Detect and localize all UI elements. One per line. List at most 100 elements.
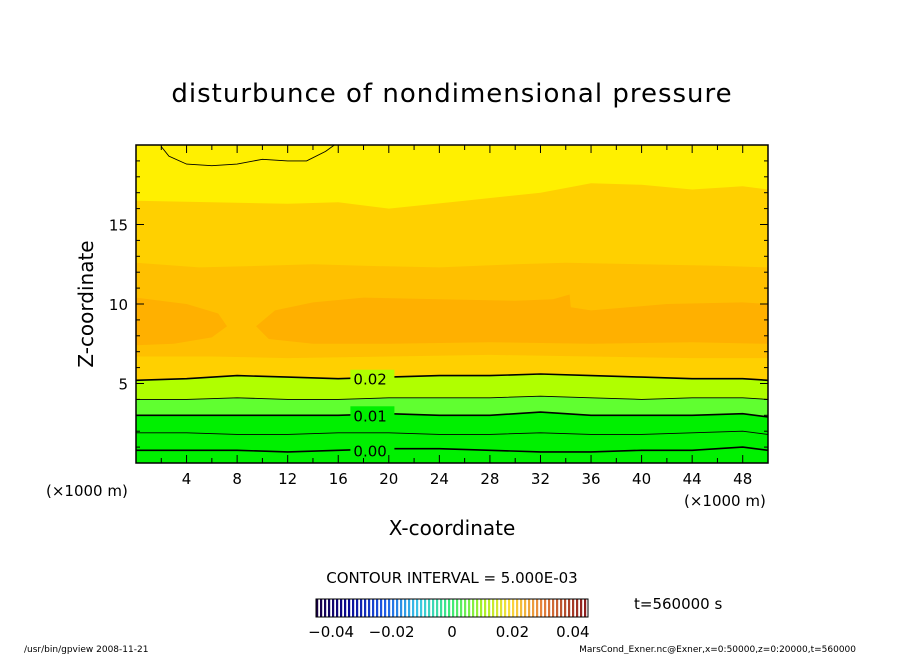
colorbar-segment <box>536 599 539 617</box>
colorbar-frame <box>315 598 589 618</box>
y-unit-label: (×1000 m) <box>684 492 766 510</box>
contour-interval-text: CONTOUR INTERVAL = 5.000E-03 <box>326 569 577 587</box>
colorbar-segment <box>436 599 439 617</box>
colorbar-segment <box>380 599 383 617</box>
colorbar-tick-label: 0.04 <box>556 623 589 641</box>
colorbar-segment <box>392 599 395 617</box>
colorbar-segment <box>456 599 459 617</box>
contour-label-layer: 0.02 0.01 0.00 <box>350 369 395 460</box>
colorbar-segment <box>472 599 475 617</box>
x-tick-label: 8 <box>232 470 242 488</box>
colorbar-segment <box>324 599 327 617</box>
colorbar-segment <box>432 599 435 617</box>
x-tick-label: 12 <box>278 470 297 488</box>
colorbar-segment <box>412 599 415 617</box>
colorbar-segment <box>452 599 455 617</box>
contour-line <box>136 373 768 382</box>
colorbar-segment <box>372 599 375 617</box>
colorbar-segment <box>320 599 323 617</box>
colorbar-segment <box>444 599 447 617</box>
colorbar-segment <box>568 599 571 617</box>
colorbar-segment <box>396 599 399 617</box>
colorbar-segment <box>448 599 451 617</box>
colorbar-segment <box>316 599 319 617</box>
colorbar-tick-label: 0 <box>447 623 457 641</box>
colorbar-segment <box>400 599 403 617</box>
colorbar-segment <box>468 599 471 617</box>
band-green <box>136 412 768 463</box>
colorbar-segment <box>584 599 587 617</box>
colorbar-segment <box>560 599 563 617</box>
time-label: t=560000 s <box>634 595 722 613</box>
colorbar-segment <box>556 599 559 617</box>
colorbar-segment <box>496 599 499 617</box>
colorbar-segment <box>364 599 367 617</box>
colorbar-segment <box>340 599 343 617</box>
y-tick-label: 10 <box>109 296 128 314</box>
colorbar-segment <box>348 599 351 617</box>
contour-label-bg <box>350 441 395 460</box>
colorbar-segment <box>564 599 567 617</box>
colorbar-segment <box>476 599 479 617</box>
colorbar-segment <box>504 599 507 617</box>
colorbar-segment <box>512 599 515 617</box>
colorbar-segment <box>540 599 543 617</box>
band-deep-orange-right <box>256 294 768 344</box>
colorbar-tick-label: −0.04 <box>308 623 354 641</box>
colorbar-segment <box>464 599 467 617</box>
chart-title: disturbunce of nondimensional pressure <box>171 79 732 109</box>
x-tick-label: 4 <box>182 470 192 488</box>
contour-line <box>136 446 768 453</box>
x-tick-label: 48 <box>733 470 752 488</box>
colorbar-segment <box>508 599 511 617</box>
contour-label: 0.00 <box>353 442 386 460</box>
colorbar-segment <box>548 599 551 617</box>
colorbar-tick-labels: −0.04 −0.02 0 0.02 0.04 <box>308 623 589 641</box>
colorbar-tick-label: 0.02 <box>496 623 529 641</box>
contour-line <box>160 145 335 167</box>
contour-label-bg <box>350 369 395 388</box>
colorbar-segment <box>368 599 371 617</box>
contour-fill-layer <box>136 145 768 463</box>
colorbar-segment <box>552 599 555 617</box>
colorbar-segment <box>404 599 407 617</box>
x-axis-ticks: 4 8 12 16 20 24 28 32 36 40 44 48 <box>160 145 769 488</box>
colorbar-segment <box>488 599 491 617</box>
contour-label: 0.01 <box>353 407 386 425</box>
colorbar-segment <box>344 599 347 617</box>
x-tick-label: 24 <box>430 470 449 488</box>
y-axis-ticks: 5 10 15 <box>109 160 768 448</box>
colorbar-segment <box>360 599 363 617</box>
colorbar-segment <box>428 599 431 617</box>
x-tick-label: 28 <box>480 470 499 488</box>
x-tick-label: 40 <box>632 470 651 488</box>
footer-left: /usr/bin/gpview 2008-11-21 <box>24 645 148 654</box>
colorbar <box>316 599 587 617</box>
y-tick-label: 15 <box>109 217 128 235</box>
contour-label: 0.02 <box>353 371 386 389</box>
x-tick-label: 44 <box>683 470 702 488</box>
colorbar-segment <box>580 599 583 617</box>
x-axis-label: X-coordinate <box>389 516 516 540</box>
colorbar-segment <box>420 599 423 617</box>
colorbar-segment <box>352 599 355 617</box>
band-deep-orange-left <box>136 297 227 346</box>
colorbar-segment <box>424 599 427 617</box>
contour-line-layer <box>136 145 768 453</box>
colorbar-segment <box>484 599 487 617</box>
y-tick-label: 5 <box>118 376 128 394</box>
contour-line <box>136 395 768 400</box>
x-tick-label: 16 <box>329 470 348 488</box>
x-unit-label: (×1000 m) <box>46 482 128 500</box>
x-tick-label: 32 <box>531 470 550 488</box>
colorbar-segment <box>524 599 527 617</box>
contour-label-bg <box>350 406 395 425</box>
colorbar-segment <box>516 599 519 617</box>
x-tick-label: 36 <box>581 470 600 488</box>
contour-line <box>136 411 768 418</box>
colorbar-segment <box>388 599 391 617</box>
colorbar-segment <box>500 599 503 617</box>
colorbar-segment <box>384 599 387 617</box>
colorbar-segment <box>416 599 419 617</box>
